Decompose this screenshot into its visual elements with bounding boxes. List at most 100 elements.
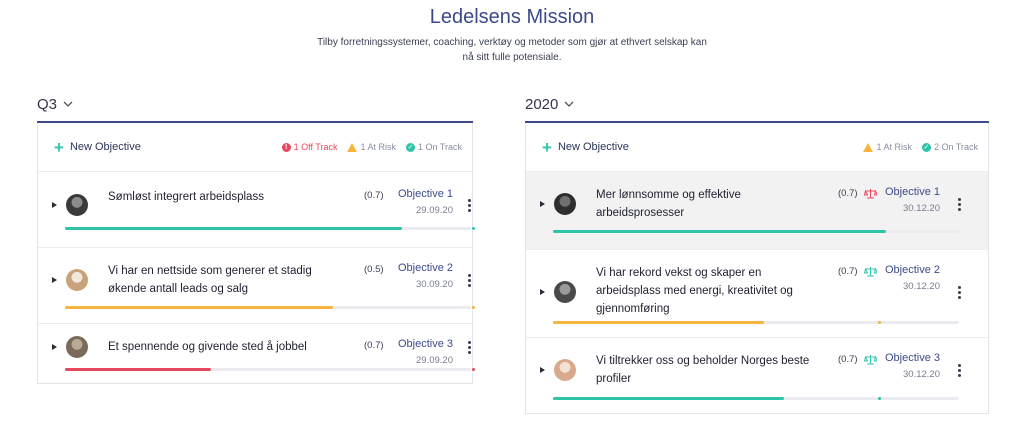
progress-fill bbox=[553, 230, 886, 233]
column-divider bbox=[525, 121, 989, 123]
caret-right-icon[interactable] bbox=[540, 288, 545, 295]
avatar bbox=[66, 336, 88, 358]
on-track-label: 2 On Track bbox=[933, 142, 978, 152]
objective-title[interactable]: Sømløst integrert arbeidsplass bbox=[108, 191, 264, 203]
caret-right-icon[interactable] bbox=[52, 343, 57, 350]
check-circle-icon: ✓ bbox=[405, 142, 415, 152]
progress-track bbox=[65, 368, 475, 371]
panel-toolbar: + New Objective 1 At Risk ✓ 2 On Track bbox=[526, 123, 988, 171]
exclamation-circle-icon: ! bbox=[281, 142, 291, 152]
at-risk-stat[interactable]: 1 At Risk bbox=[347, 142, 396, 152]
objective-score: (0.7) bbox=[838, 266, 858, 277]
chevron-down-icon[interactable] bbox=[564, 99, 574, 109]
avatar bbox=[554, 193, 576, 215]
objective-title[interactable]: Vi har en nettside som generer et stadig… bbox=[108, 265, 312, 295]
progress-track bbox=[553, 230, 959, 233]
objective-due-date: 30.12.20 bbox=[903, 203, 940, 214]
column-title: Q3 bbox=[37, 95, 58, 113]
status-dot bbox=[472, 368, 475, 371]
at-risk-label: 1 At Risk bbox=[876, 142, 912, 152]
mission-subtitle: Tilby forretningssystemer, coaching, ver… bbox=[317, 37, 707, 63]
balance-scale-icon bbox=[864, 355, 877, 365]
objective-due-date: 29.09.20 bbox=[416, 355, 453, 366]
page-title: Ledelsens Mission bbox=[429, 6, 595, 28]
more-vertical-icon[interactable] bbox=[958, 286, 962, 299]
status-dot bbox=[472, 227, 475, 230]
at-risk-label: 1 At Risk bbox=[360, 142, 396, 152]
avatar bbox=[554, 359, 576, 381]
column-2020: 2020 + New Objective 1 At Risk ✓ 2 On Tr… bbox=[525, 94, 989, 414]
plus-icon: + bbox=[542, 137, 552, 157]
objective-link[interactable]: Objective 2 bbox=[397, 262, 453, 274]
new-objective-button[interactable]: + New Objective bbox=[542, 139, 629, 156]
column-header[interactable]: 2020 bbox=[525, 94, 989, 114]
caret-right-icon[interactable] bbox=[52, 276, 57, 283]
objective-title[interactable]: Vi har rekord vekst og skaper en arbeids… bbox=[596, 267, 793, 315]
column-title: 2020 bbox=[525, 95, 559, 113]
progress-fill bbox=[65, 368, 212, 371]
new-objective-label: New Objective bbox=[557, 141, 629, 153]
new-objective-button[interactable]: + New Objective bbox=[54, 139, 141, 156]
objective-score: (0.7) bbox=[838, 354, 858, 365]
panel-toolbar: + New Objective ! 1 Off Track 1 At Risk … bbox=[38, 123, 472, 171]
objective-row[interactable]: Sømløst integrert arbeidsplass (0.7) Objec… bbox=[38, 171, 475, 247]
progress-track bbox=[65, 227, 475, 230]
objective-due-date: 29.09.20 bbox=[416, 205, 453, 216]
objective-row[interactable]: Vi har rekord vekst og skaper en arbeids… bbox=[526, 249, 988, 337]
more-vertical-icon[interactable] bbox=[468, 274, 472, 287]
objective-score: (0.7) bbox=[364, 340, 384, 351]
chevron-down-icon[interactable] bbox=[63, 99, 73, 109]
objective-link[interactable]: Objective 3 bbox=[884, 352, 940, 364]
more-vertical-icon[interactable] bbox=[958, 364, 962, 377]
objective-score: (0.7) bbox=[364, 190, 384, 201]
progress-fill bbox=[65, 306, 333, 309]
avatar bbox=[66, 269, 88, 291]
at-risk-stat[interactable]: 1 At Risk bbox=[863, 142, 912, 152]
objective-title[interactable]: Mer lønnsomme og effektive arbeidsproses… bbox=[596, 189, 741, 219]
new-objective-label: New Objective bbox=[69, 141, 141, 153]
status-dot bbox=[472, 306, 475, 309]
caret-right-icon[interactable] bbox=[52, 201, 57, 208]
balance-scale-icon bbox=[864, 267, 877, 277]
objective-title[interactable]: Et spennende og givende sted å jobbel bbox=[108, 341, 307, 353]
off-track-stat[interactable]: ! 1 Off Track bbox=[281, 142, 337, 152]
progress-track bbox=[65, 306, 475, 309]
avatar bbox=[554, 281, 576, 303]
on-track-stat[interactable]: ✓ 1 On Track bbox=[405, 142, 462, 152]
balance-scale-icon bbox=[864, 189, 877, 199]
avatar bbox=[66, 194, 88, 216]
more-vertical-icon[interactable] bbox=[958, 198, 962, 211]
objective-due-date: 30.12.20 bbox=[903, 369, 940, 380]
more-vertical-icon[interactable] bbox=[468, 341, 472, 354]
objective-title[interactable]: Vi tiltrekker oss og beholder Norges bes… bbox=[596, 355, 810, 385]
column-divider bbox=[37, 121, 473, 123]
objective-row[interactable]: Vi tiltrekker oss og beholder Norges bes… bbox=[526, 337, 988, 413]
objective-link[interactable]: Objective 1 bbox=[884, 186, 940, 198]
on-track-stat[interactable]: ✓ 2 On Track bbox=[921, 142, 978, 152]
progress-fill bbox=[553, 397, 785, 400]
column-q3: Q3 + New Objective ! 1 Off Track 1 At Ri… bbox=[37, 94, 475, 384]
more-vertical-icon[interactable] bbox=[468, 199, 472, 212]
warning-triangle-icon bbox=[863, 142, 874, 152]
objective-link[interactable]: Objective 1 bbox=[397, 188, 453, 200]
objective-score: (0.5) bbox=[364, 264, 384, 275]
plus-icon: + bbox=[54, 137, 64, 157]
status-summary: ! 1 Off Track 1 At Risk ✓ 1 On Track bbox=[281, 142, 462, 152]
objective-list: Mer lønnsomme og effektive arbeidsproses… bbox=[526, 171, 988, 413]
objective-due-date: 30.09.20 bbox=[416, 279, 453, 290]
caret-right-icon[interactable] bbox=[540, 366, 545, 373]
objective-row[interactable]: Et spennende og givende sted å jobbel (0.… bbox=[38, 323, 475, 383]
objective-link[interactable]: Objective 3 bbox=[397, 338, 453, 350]
objective-due-date: 30.12.20 bbox=[903, 281, 940, 292]
status-dot bbox=[877, 397, 881, 400]
objective-row[interactable]: Mer lønnsomme og effektive arbeidsproses… bbox=[526, 171, 988, 249]
objectives-panel: + New Objective ! 1 Off Track 1 At Risk … bbox=[37, 123, 475, 384]
column-header[interactable]: Q3 bbox=[37, 94, 473, 114]
objectives-panel: + New Objective 1 At Risk ✓ 2 On Track M… bbox=[525, 123, 989, 414]
check-circle-icon: ✓ bbox=[921, 142, 931, 152]
caret-right-icon[interactable] bbox=[540, 200, 545, 207]
status-dot bbox=[877, 321, 881, 324]
objective-link[interactable]: Objective 2 bbox=[884, 264, 940, 276]
objective-row[interactable]: Vi har en nettside som generer et stadig… bbox=[38, 247, 475, 323]
warning-triangle-icon bbox=[347, 142, 358, 152]
